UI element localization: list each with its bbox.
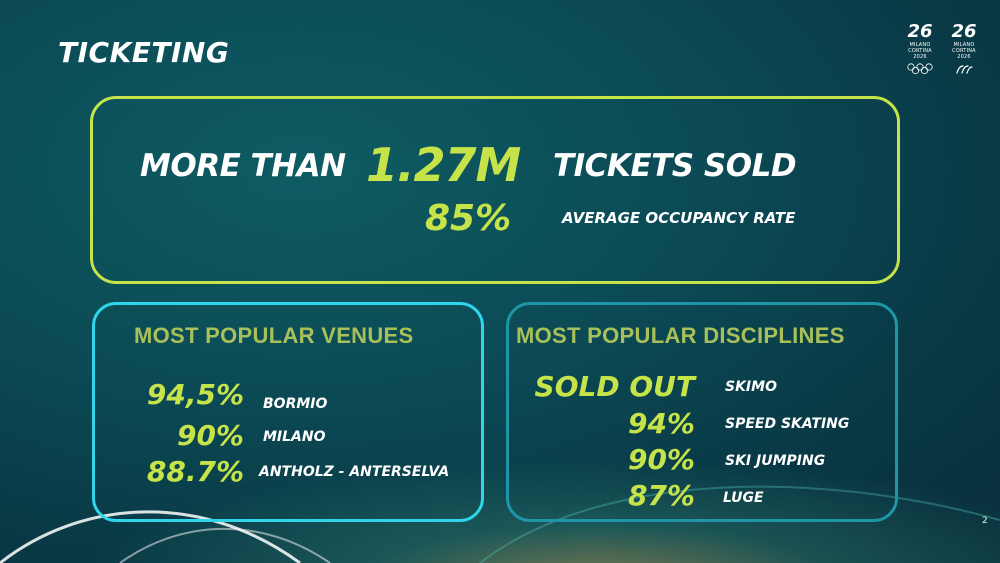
olympic-rings-icon xyxy=(907,63,933,75)
disciplines-title: MOST POPULAR DISCIPLINES xyxy=(516,323,845,348)
logo-line2: 2026 xyxy=(957,54,971,60)
discipline-label: SPEED SKATING xyxy=(725,416,850,432)
discipline-label: SKIMO xyxy=(725,379,777,395)
page-number: 2 xyxy=(982,516,988,526)
discipline-value: SOLD OUT xyxy=(534,370,695,403)
disciplines-panel xyxy=(506,302,898,522)
headline-suffix: TICKETS SOLD xyxy=(553,148,797,184)
occupancy-label: AVERAGE OCCUPANCY RATE xyxy=(562,209,796,227)
logo-line1: MILANO CORTINA xyxy=(952,42,976,54)
headline-prefix: MORE THAN xyxy=(140,148,346,184)
venue-value: 94,5% xyxy=(146,378,244,411)
logo-line2: 2026 xyxy=(913,54,927,60)
discipline-value: 94% xyxy=(627,407,695,440)
venue-value: 88.7% xyxy=(146,455,244,488)
paralympic-logo: 26 MILANO CORTINA 2026 xyxy=(946,22,982,79)
venues-panel xyxy=(92,302,484,522)
discipline-label: SKI JUMPING xyxy=(725,453,826,469)
paralympic-agitos-icon xyxy=(956,65,973,74)
logo-mark: 26 xyxy=(951,21,977,42)
occupancy-value: 85% xyxy=(425,198,512,239)
olympic-logo: 26 MILANO CORTINA 2026 xyxy=(902,22,938,79)
logo-line1: MILANO CORTINA xyxy=(908,42,932,54)
venue-label: MILANO xyxy=(263,429,326,445)
discipline-value: 90% xyxy=(627,443,695,476)
slide-title: TICKETING xyxy=(58,36,230,69)
discipline-value: 87% xyxy=(627,479,695,512)
venue-label: BORMIO xyxy=(263,396,328,412)
discipline-label: LUGE xyxy=(723,490,764,506)
venue-value: 90% xyxy=(176,419,244,452)
venues-title: MOST POPULAR VENUES xyxy=(134,323,414,348)
venue-label: ANTHOLZ - ANTERSELVA xyxy=(259,464,450,480)
logo-mark: 26 xyxy=(907,21,933,42)
logo-group: 26 MILANO CORTINA 2026 26 MILANO CORTINA… xyxy=(902,22,982,76)
tickets-sold-value: 1.27M xyxy=(366,138,521,192)
headline-panel xyxy=(90,96,900,284)
